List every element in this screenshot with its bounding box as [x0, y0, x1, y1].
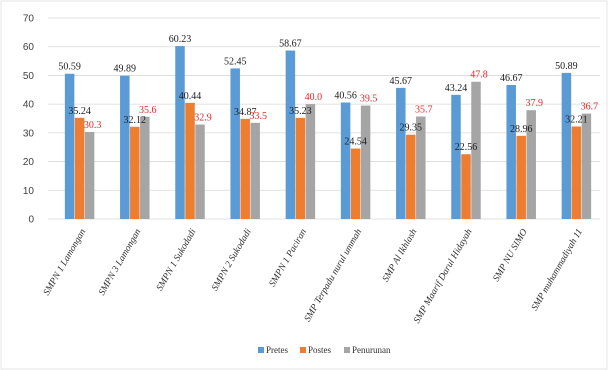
- y-tick-label: 0: [28, 215, 34, 226]
- bar-postes: [240, 118, 250, 219]
- data-label: 35.6: [139, 105, 157, 116]
- bars: [64, 46, 592, 220]
- data-label: 47.8: [470, 70, 488, 81]
- bar-penurunan: [195, 124, 205, 219]
- data-label: 24.54: [344, 137, 367, 148]
- data-label: 39.5: [360, 94, 378, 105]
- bar-penurunan: [471, 81, 481, 219]
- data-label: 46.67: [500, 73, 523, 84]
- bar-postes: [185, 102, 195, 219]
- y-tick-label: 30: [23, 128, 35, 139]
- legend-label: Pretes: [266, 345, 288, 355]
- data-label: 33.5: [249, 111, 267, 122]
- data-label: 37.9: [525, 98, 543, 109]
- y-tick-label: 60: [23, 42, 35, 53]
- bar-penurunan: [250, 122, 260, 219]
- x-tick-label: SMP Maarif Darul Hidayah: [411, 227, 474, 326]
- legend-swatch-postes: [300, 347, 306, 353]
- bar-pretes: [230, 68, 240, 219]
- data-label: 35.23: [289, 106, 312, 117]
- legend-label: Penurunan: [352, 345, 391, 355]
- y-tick-label: 20: [23, 157, 35, 168]
- bar-pretes: [285, 50, 296, 219]
- legend-swatch-pretes: [258, 347, 264, 353]
- data-label: 45.67: [390, 76, 413, 87]
- bar-pretes: [120, 75, 130, 219]
- bar-postes: [295, 117, 306, 219]
- bar-penurunan: [140, 116, 150, 219]
- bar-pretes: [396, 87, 406, 220]
- bar-postes: [350, 148, 361, 219]
- bar-penurunan: [360, 105, 371, 219]
- data-label: 40.56: [334, 91, 357, 102]
- data-label: 49.89: [114, 64, 137, 75]
- y-tick-label: 70: [23, 14, 35, 25]
- data-label: 60.23: [169, 34, 192, 45]
- data-label: 50.89: [555, 61, 578, 72]
- data-label: 34.87: [234, 107, 257, 118]
- data-label: 28.96: [510, 124, 533, 135]
- bar-penurunan: [305, 104, 316, 219]
- y-tick-label: 40: [23, 100, 35, 111]
- x-tick-label: SMP Terpadu nurul ummah: [303, 227, 364, 323]
- data-label: 50.59: [58, 62, 81, 73]
- bar-postes: [516, 135, 526, 219]
- legend-label: Postes: [308, 345, 332, 355]
- data-label: 35.7: [415, 104, 433, 115]
- data-label: 29.35: [400, 123, 423, 134]
- bar-pretes: [340, 102, 351, 219]
- bar-postes: [461, 154, 471, 219]
- data-label: 30.3: [84, 120, 102, 131]
- data-label: 32.9: [194, 113, 212, 124]
- bar-penurunan: [526, 110, 536, 219]
- data-label: 40.44: [179, 91, 202, 102]
- data-label: 32.12: [124, 115, 147, 126]
- bar-postes: [130, 126, 140, 219]
- x-tick-label: SMPN 1 Sukodadi: [155, 227, 199, 293]
- bar-pretes: [506, 84, 516, 220]
- data-label: 35.24: [68, 106, 91, 117]
- y-tick-label: 10: [23, 186, 35, 197]
- bar-pretes: [451, 94, 461, 219]
- bar-postes: [406, 134, 416, 219]
- bar-postes: [74, 117, 85, 219]
- data-label: 58.67: [279, 39, 302, 50]
- x-tick-label: SMP muhammadiyah 11: [530, 228, 585, 313]
- data-label: 32.21: [565, 115, 588, 126]
- bar-pretes: [175, 46, 185, 219]
- legend: Pretes Postes Penurunan: [258, 345, 391, 355]
- data-label: 36.7: [581, 102, 599, 113]
- bar-penurunan: [84, 131, 95, 219]
- legend-swatch-penurunan: [344, 347, 350, 353]
- x-tick-label: SMPN 2 Sukodadi: [210, 227, 254, 293]
- data-label: 52.45: [224, 56, 247, 67]
- x-tick-label: SMPN 1 Lamongan: [42, 227, 88, 297]
- bar-penurunan: [581, 113, 592, 219]
- bar-pretes: [64, 73, 75, 219]
- y-tick-label: 50: [23, 71, 35, 82]
- x-tick-label: SMPN 1 Paciran: [268, 227, 309, 288]
- bar-postes: [571, 126, 582, 219]
- data-label: 43.24: [445, 83, 468, 94]
- data-label: 22.56: [455, 142, 478, 153]
- x-tick-label: SMP NU SIMO: [492, 227, 530, 283]
- data-label: 40.0: [305, 92, 323, 103]
- bar-pretes: [561, 72, 572, 219]
- y-axis: 0 10 20 30 40 50 60 70: [23, 14, 35, 226]
- x-tick-label: SMP Al Ikhlash: [381, 227, 419, 284]
- x-tick-label: SMPN 3 Lamongan: [97, 227, 143, 297]
- bar-penurunan: [416, 116, 426, 219]
